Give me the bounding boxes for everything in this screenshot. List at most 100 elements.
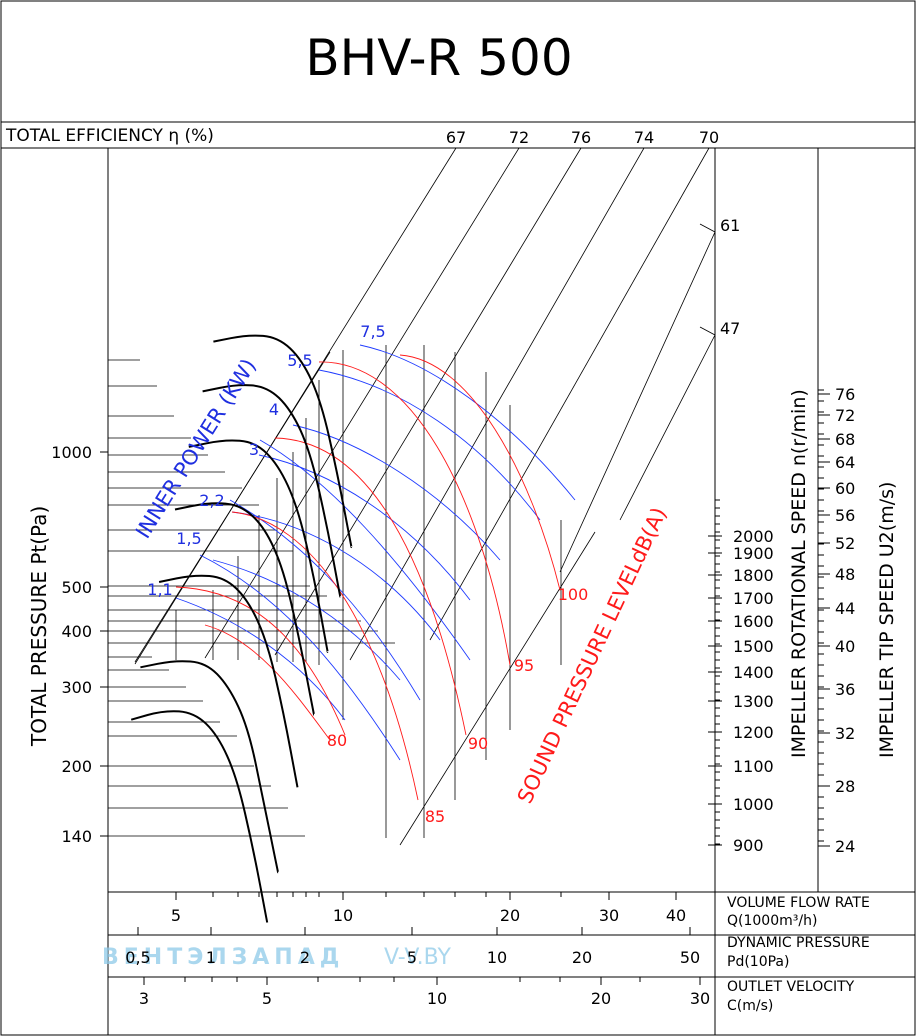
flow-tick-label: 5: [171, 906, 181, 925]
dynamic-axis-label-1: DYNAMIC PRESSURE: [727, 935, 870, 951]
tip-tick-label: 76: [835, 385, 855, 404]
dynamic-tick-label: 20: [572, 948, 592, 967]
efficiency-line: [204, 147, 520, 659]
dynamic-tick-label: 50: [680, 948, 700, 967]
sound-value-label: 90: [468, 734, 488, 753]
efficiency-side-value: 47: [720, 319, 740, 338]
velocity-tick-label: 10: [427, 989, 447, 1008]
power-value-label: 3: [249, 440, 259, 459]
grid-layer: [108, 147, 716, 846]
tip-tick-label: 44: [835, 599, 855, 618]
tip-tick-label: 32: [835, 724, 855, 743]
dynamic-text: 67 72 76 74 70614710005004003002001402000190…: [51, 128, 855, 1008]
efficiency-line: [134, 147, 457, 665]
speed-curves: [130, 334, 353, 923]
sound-value-label: 100: [558, 585, 589, 604]
efficiency-value: 72: [509, 128, 529, 147]
velocity-axis-label-1: OUTLET VELOCITY: [727, 979, 855, 995]
flow-axis-label-1: VOLUME FLOW RATE: [727, 895, 870, 911]
velocity-tick-label: 3: [139, 989, 149, 1008]
efficiency-line: [349, 147, 645, 661]
tip-tick-label: 60: [835, 479, 855, 498]
flow-tick-label: 40: [666, 906, 686, 925]
efficiency-axis-label: TOTAL EFFICIENCY η (%): [5, 126, 214, 146]
power-curve: [292, 424, 501, 561]
sound-curve: [274, 437, 467, 736]
power-value-label: 1,5: [176, 529, 201, 548]
dynamic-tick-label: 0,5: [125, 948, 150, 967]
power-value-label: 7,5: [360, 322, 385, 341]
tip-tick-label: 40: [835, 637, 855, 656]
y-axis-label: TOTAL PRESSURE Pt(Pa): [27, 506, 51, 747]
velocity-axis-label-2: C(m/s): [727, 998, 773, 1014]
power-curve: [212, 559, 401, 681]
speed-curve-900: [130, 710, 269, 923]
speed-curve-1000: [140, 660, 280, 874]
rpm-tick-label: 1000: [733, 795, 774, 814]
efficiency-value: 76: [571, 128, 591, 147]
rpm-tick-label: 1500: [733, 637, 774, 656]
rpm-axis-label: IMPELLER ROTATIONAL SPEED n(r/min): [788, 389, 810, 758]
envelope-left: [134, 351, 331, 663]
dynamic-tick-label: 1: [206, 948, 216, 967]
speed-curve-1200: [158, 574, 299, 788]
y-tick-label: 300: [61, 678, 92, 697]
power-curve: [199, 554, 401, 761]
tip-tick-label: 68: [835, 430, 855, 449]
speed-curve-1400: [174, 502, 315, 716]
flow-tick-label: 20: [500, 906, 520, 925]
power-value-label: 2,2: [199, 491, 224, 510]
power-value-label: 4: [269, 400, 279, 419]
sound-curve: [318, 361, 511, 666]
tip-tick-label: 28: [835, 777, 855, 796]
y-tick-label: 140: [61, 827, 92, 846]
efficiency-value: 67: [446, 128, 466, 147]
rpm-tick-label: 2000: [733, 527, 774, 546]
rpm-tick-label: 1600: [733, 612, 774, 631]
sound-value-label: 95: [514, 656, 534, 675]
tip-tick-label: 64: [835, 453, 855, 472]
tip-tick-label: 56: [835, 506, 855, 525]
power-curve: [258, 454, 471, 601]
y-tick-label: 1000: [51, 443, 92, 462]
rpm-tick-label: 1300: [733, 692, 774, 711]
speed-curve-2000: [213, 334, 353, 549]
efficiency-line-61-tick: [699, 223, 716, 233]
tip-axis-label: IMPELLER TIP SPEED U2(m/s): [876, 482, 898, 758]
power-curve: [231, 511, 441, 641]
efficiency-line: [559, 231, 716, 573]
power-value-label: 5,5: [287, 351, 312, 370]
dynamic-tick-label: 2: [300, 948, 310, 967]
tip-tick-label: 24: [835, 837, 855, 856]
tip-tick-label: 52: [835, 534, 855, 553]
velocity-tick-label: 20: [591, 989, 611, 1008]
y-tick-label: 500: [61, 578, 92, 597]
red-sound-curves: [175, 354, 561, 801]
power-value-label: 1,1: [147, 580, 172, 599]
power-curve: [259, 439, 471, 661]
velocity-tick-label: 30: [690, 989, 710, 1008]
power-curve: [318, 369, 541, 521]
speed-curve-1600: [188, 439, 329, 653]
chart-title: BHV-R 500: [305, 29, 572, 87]
dynamic-axis-label-2: Pd(10Pa): [727, 954, 789, 970]
speed-curve-1800: [202, 384, 342, 598]
ticks-layer: [100, 389, 830, 985]
static-text: BHV-R 500 TOTAL EFFICIENCY η (%) TOTAL P…: [5, 29, 898, 1014]
watermark-site: V-V.BY: [384, 945, 452, 970]
rpm-tick-label: 1700: [733, 589, 774, 608]
rpm-tick-label: 1200: [733, 723, 774, 742]
inner-power-title: INNER POWER (KW): [131, 355, 261, 543]
tip-tick-label: 48: [835, 565, 855, 584]
efficiency-line: [274, 147, 582, 656]
blue-power-curves: [175, 344, 576, 761]
sound-value-label: 85: [425, 807, 445, 826]
efficiency-line: [429, 147, 710, 641]
envelope-right: [399, 531, 596, 846]
power-curve: [359, 344, 576, 501]
efficiency-line: [619, 334, 716, 521]
dynamic-tick-label: 10: [487, 948, 507, 967]
